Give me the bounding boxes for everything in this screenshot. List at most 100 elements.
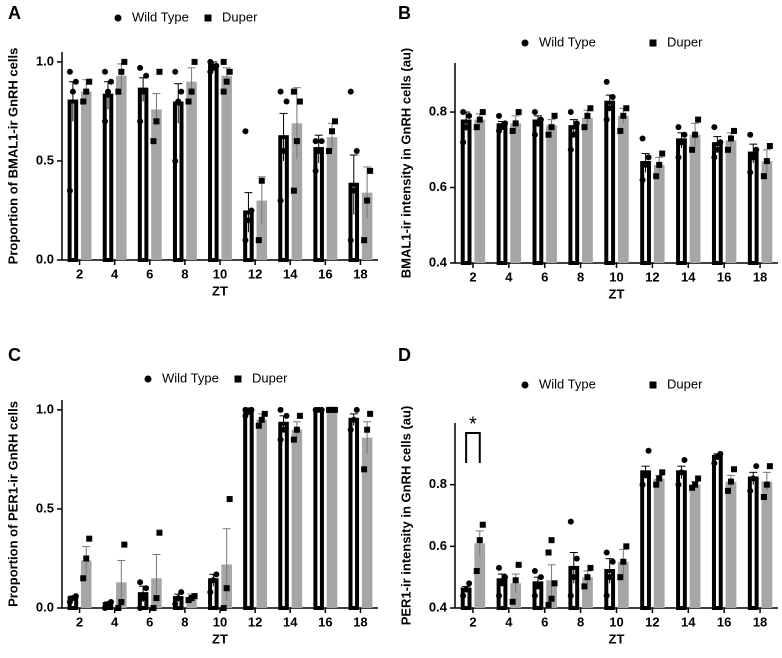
data-point: [639, 135, 646, 142]
bar: [361, 437, 373, 608]
data-point: [115, 88, 122, 95]
data-point: [747, 131, 754, 138]
data-point: [312, 138, 319, 145]
data-point: [220, 88, 227, 95]
data-point: [69, 88, 76, 95]
data-point: [545, 549, 552, 556]
data-point: [185, 98, 192, 105]
y-tick-label: 0.6: [429, 179, 447, 194]
data-point: [223, 78, 230, 85]
data-point: [367, 167, 374, 174]
data-point: [496, 592, 503, 599]
data-point: [258, 416, 265, 423]
bar: [676, 470, 687, 611]
data-point: [107, 599, 114, 606]
data-point: [623, 543, 630, 550]
y-tick-label: 1.0: [36, 401, 54, 416]
bar: [256, 200, 268, 260]
legend-label: Wild Type: [539, 376, 596, 391]
data-point: [645, 447, 652, 454]
data-point: [153, 595, 160, 602]
data-point: [460, 109, 467, 116]
data-point: [678, 469, 685, 476]
data-point: [570, 131, 577, 138]
x-tick-label: 12: [645, 614, 659, 629]
data-point: [717, 450, 724, 457]
legend-label: Wild Type: [162, 370, 219, 385]
x-axis-label: ZT: [212, 283, 228, 298]
data-point: [763, 481, 770, 488]
bar: [711, 142, 723, 266]
data-point: [537, 574, 544, 581]
x-axis-label: ZT: [609, 286, 625, 301]
legend-marker: [234, 375, 242, 383]
data-point: [213, 62, 220, 69]
y-tick-label: 0.5: [36, 152, 54, 167]
bar: [221, 75, 232, 261]
x-tick-label: 6: [541, 269, 548, 284]
x-tick-label: 16: [717, 614, 731, 629]
data-point: [730, 127, 737, 134]
data-point: [675, 124, 682, 131]
x-tick-label: 2: [469, 269, 476, 284]
bar: [313, 147, 324, 262]
data-point: [118, 599, 125, 606]
data-point: [714, 146, 721, 153]
data-point: [293, 426, 300, 433]
bar: [208, 63, 219, 262]
data-point: [460, 139, 467, 146]
data-point: [347, 426, 354, 433]
data-point: [695, 116, 702, 123]
data-point: [653, 481, 660, 488]
x-tick-label: 4: [111, 614, 119, 629]
data-point: [150, 605, 157, 611]
data-point: [760, 173, 767, 180]
bar: [689, 134, 701, 263]
data-point: [479, 109, 486, 116]
data-point: [766, 143, 773, 150]
panel-label: C: [8, 345, 21, 365]
bar: [256, 419, 268, 608]
panel-label: D: [398, 345, 411, 365]
legend-label: Wild Type: [539, 34, 596, 49]
data-point: [329, 128, 336, 135]
data-point: [473, 124, 480, 131]
data-point: [606, 105, 613, 112]
y-tick-label: 0.0: [36, 599, 54, 614]
data-point: [361, 237, 368, 244]
data-point: [512, 577, 519, 584]
data-point: [121, 58, 128, 65]
data-point: [220, 58, 227, 65]
bar: [653, 164, 665, 263]
data-point: [642, 472, 649, 479]
data-point: [750, 475, 757, 482]
data-point: [188, 88, 195, 95]
x-tick-label: 8: [577, 269, 584, 284]
data-point: [296, 412, 303, 419]
data-point: [642, 161, 649, 168]
bar: [361, 192, 373, 260]
data-point: [156, 68, 163, 75]
data-point: [220, 605, 227, 611]
x-axis-label: ZT: [609, 631, 625, 646]
data-point: [760, 494, 767, 500]
data-point: [567, 518, 574, 525]
data-point: [476, 537, 483, 544]
data-point: [623, 105, 630, 112]
bar: [278, 421, 289, 610]
data-point: [290, 88, 297, 95]
bar: [640, 470, 651, 611]
bar: [80, 560, 92, 608]
data-point: [659, 469, 666, 476]
data-point: [620, 112, 627, 119]
data-point: [101, 68, 108, 75]
data-point: [107, 78, 114, 85]
data-point: [570, 574, 577, 581]
data-point: [66, 68, 73, 75]
data-point: [502, 574, 509, 581]
data-point: [280, 148, 287, 155]
bar: [151, 109, 162, 260]
data-point: [72, 78, 79, 85]
data-point: [766, 463, 773, 470]
bar: [313, 407, 324, 610]
